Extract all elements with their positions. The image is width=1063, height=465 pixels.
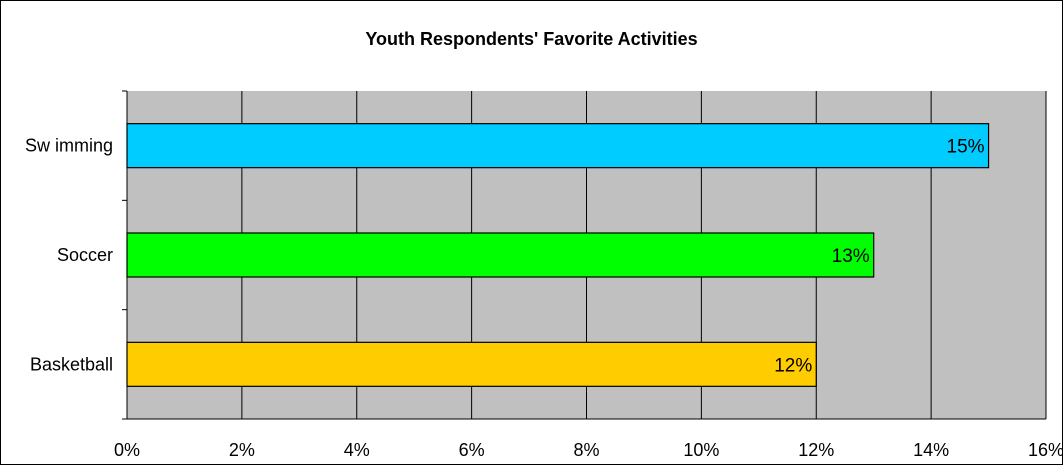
x-tick-label: 10% <box>683 440 719 460</box>
x-tick-label: 8% <box>573 440 599 460</box>
x-tick-label: 16% <box>1028 440 1062 460</box>
data-label-basketball: 12% <box>774 355 812 376</box>
x-tick-label: 2% <box>229 440 255 460</box>
x-tick-label: 14% <box>913 440 949 460</box>
data-label-swimming: 15% <box>947 137 985 158</box>
category-label-basketball: Basketball <box>30 354 113 374</box>
chart-title: Youth Respondents' Favorite Activities <box>365 29 698 49</box>
bar-swimming <box>126 123 990 169</box>
x-tick-label: 4% <box>344 440 370 460</box>
x-tick-label: 12% <box>798 440 834 460</box>
x-tick-label: 6% <box>459 440 485 460</box>
data-label-soccer: 13% <box>832 246 870 267</box>
category-label-swimming: Sw imming <box>25 136 113 156</box>
bar-basketball <box>126 341 817 387</box>
x-tick-label: 0% <box>114 440 140 460</box>
category-label-soccer: Soccer <box>57 245 113 265</box>
bar-soccer <box>126 232 875 278</box>
